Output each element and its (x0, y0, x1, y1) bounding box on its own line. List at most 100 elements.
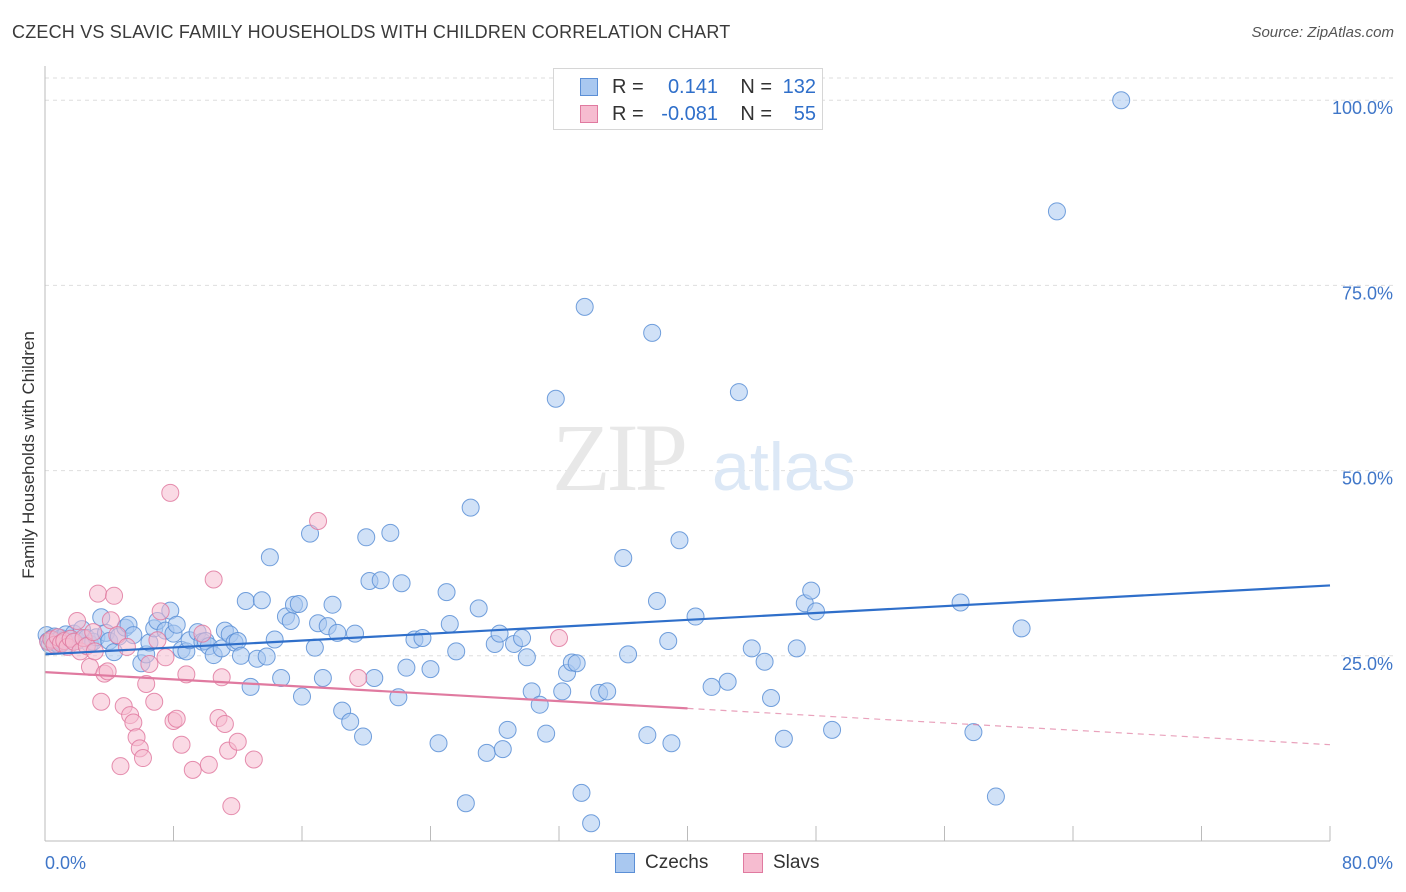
czechs-point (807, 602, 825, 621)
czechs-point (546, 389, 565, 408)
czechs-point (323, 595, 342, 614)
r-label: R = (612, 102, 644, 125)
czechs-point (702, 677, 721, 696)
czechs-point (437, 583, 456, 602)
czechs-swatch (580, 78, 598, 96)
czechs-point (365, 669, 384, 688)
czechs-point (469, 599, 488, 618)
slavs-point (222, 797, 241, 816)
slavs-point (167, 709, 186, 728)
x-tick-label: 0.0% (45, 853, 86, 873)
czechs-point (1112, 91, 1131, 110)
y-tick-label: 50.0% (1342, 469, 1393, 489)
slavs-point (108, 626, 127, 645)
watermark-zip: ZIP (552, 404, 685, 511)
czechs-point (236, 591, 255, 610)
chart-title: CZECH VS SLAVIC FAMILY HOUSEHOLDS WITH C… (12, 22, 731, 42)
czechs-point (619, 645, 638, 664)
grid-layer (45, 77, 1393, 657)
czechs-point (392, 574, 411, 593)
slavs-point (148, 631, 167, 650)
czechs-point (357, 528, 376, 547)
r-value: -0.081 (661, 102, 718, 125)
czechs-point (293, 687, 311, 706)
slavs-point (183, 760, 202, 779)
czechs-point (670, 531, 689, 550)
slavs-point (124, 713, 143, 732)
slavs-point (199, 755, 218, 774)
czechs-point (281, 611, 300, 630)
slavs-point (145, 692, 164, 711)
slavs-point (349, 669, 368, 688)
czechs-point (461, 498, 480, 517)
czechs-point (429, 734, 448, 753)
slavs-point (89, 584, 108, 603)
czechs-point (440, 614, 459, 633)
czechs-trend-line (44, 584, 1331, 656)
czechs-point (537, 724, 556, 743)
czechs-point (252, 591, 271, 610)
legend-row-slavs: R = -0.081 N = 55 (580, 101, 816, 127)
slavs-point (84, 623, 103, 642)
axis-layer: 25.0% 50.0% 75.0% 100.0% 0.0% 80.0% (44, 66, 1393, 873)
n-label: N = (740, 102, 772, 125)
czechs-point (301, 524, 320, 543)
slavs-point (151, 602, 170, 621)
points-layer (37, 91, 1131, 833)
legend-item-slavs[interactable]: Slavs (743, 852, 819, 874)
n-label: N = (740, 75, 772, 98)
czechs-point (241, 677, 260, 696)
czechs-point (477, 743, 496, 762)
czechs-point (354, 727, 373, 746)
czechs-point (686, 607, 705, 626)
legend-item-czechs[interactable]: Czechs (615, 852, 708, 874)
slavs-legend-swatch (743, 853, 763, 873)
czechs-point (553, 682, 572, 701)
czechs-point (643, 323, 662, 342)
czechs-point (265, 630, 284, 649)
slavs-point (92, 692, 111, 711)
czechs-legend-swatch (615, 853, 635, 873)
n-value: 55 (793, 102, 816, 125)
slavs-point (156, 648, 175, 667)
slavs-point (172, 735, 191, 754)
slavs-legend-label: Slavs (773, 852, 820, 873)
czechs-point (662, 734, 681, 753)
czechs-point (228, 631, 247, 650)
czechs-point (517, 648, 536, 667)
czechs-point (498, 720, 517, 739)
czechs-point (341, 712, 360, 731)
trend-layer (44, 584, 1331, 746)
slavs-point (111, 757, 130, 776)
legend-row-czechs: R = 0.141 N = 132 (580, 74, 816, 100)
czechs-point (572, 783, 591, 802)
czechs-point (231, 646, 250, 665)
r-label: R = (612, 75, 644, 98)
czechs-point (513, 629, 532, 648)
czechs-point (456, 794, 475, 813)
czechs-point (257, 647, 276, 666)
slavs-point (133, 749, 152, 768)
y-tick-label: 25.0% (1342, 654, 1393, 674)
y-axis-label: Family Households with Children (19, 331, 38, 579)
czechs-point (964, 723, 983, 742)
czechs-point (638, 726, 657, 745)
czechs-point (582, 814, 601, 833)
czechs-point (1047, 202, 1066, 221)
czechs-point (762, 689, 781, 708)
slavs-point (244, 750, 263, 769)
slavs-point (68, 611, 87, 630)
czechs-point (167, 615, 186, 634)
czechs-point (328, 623, 347, 642)
czechs-point (718, 672, 737, 691)
slavs-point (204, 570, 223, 589)
y-tick-label: 75.0% (1342, 283, 1393, 303)
slavs-point (101, 611, 120, 630)
czechs-point (272, 669, 291, 688)
slavs-trend-extension (687, 707, 1331, 746)
slavs-point (161, 483, 180, 502)
slavs-point (137, 674, 156, 693)
czechs-point (289, 594, 308, 613)
slavs-point (140, 654, 159, 673)
